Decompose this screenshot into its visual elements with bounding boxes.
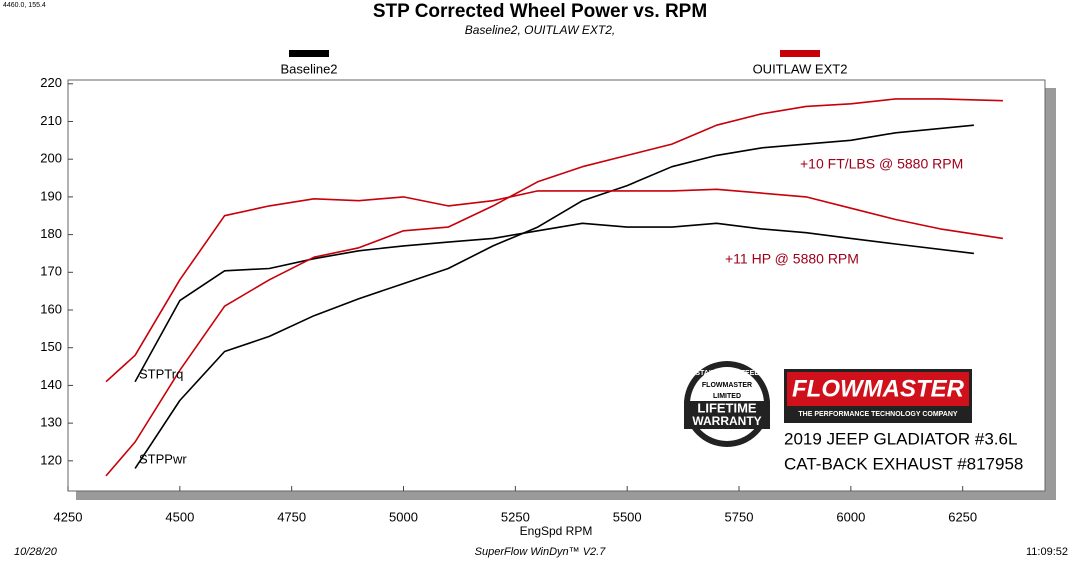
cursor-readout: 4460.0, 155.4 (3, 2, 46, 9)
annotation: +10 FT/LBS @ 5880 RPM (800, 156, 963, 172)
legend-label: Baseline2 (280, 61, 337, 76)
curve-label: STPTrq (139, 366, 183, 381)
x-axis-label: EngSpd RPM (520, 524, 593, 538)
x-tick-label: 5750 (725, 509, 754, 524)
legend-swatch (289, 50, 329, 57)
chart-title: STP Corrected Wheel Power vs. RPM (373, 1, 707, 22)
logo-red (787, 372, 969, 406)
series-line (134, 222, 974, 383)
footer-software: SuperFlow WinDyn™ V2.7 (475, 546, 607, 558)
x-tick-label: 4750 (277, 509, 306, 524)
badge-text: LIFETIME (697, 400, 757, 415)
badge-text: STAINLESS STEEL (695, 370, 759, 377)
x-tick-label: 6000 (836, 509, 865, 524)
legend-label: OUITLAW EXT2 (753, 61, 848, 76)
footer-time: 11:09:52 (1026, 546, 1068, 558)
vehicle-text: 2019 JEEP GLADIATOR #3.6L (784, 429, 1017, 448)
x-tick-label: 5250 (501, 509, 530, 524)
x-tick-label: 4500 (165, 509, 194, 524)
y-tick-label: 210 (40, 113, 62, 128)
x-tick-label: 5500 (613, 509, 642, 524)
y-tick-label: 220 (40, 75, 62, 90)
series-line (134, 124, 974, 469)
x-tick-label: 5000 (389, 509, 418, 524)
badge-text: FLOWMASTER (702, 382, 752, 389)
x-tick-label: 4250 (54, 509, 83, 524)
y-tick-label: 180 (40, 226, 62, 241)
legend-swatch (780, 50, 820, 57)
y-tick-label: 190 (40, 188, 62, 203)
y-tick-label: 150 (40, 339, 62, 354)
y-tick-label: 170 (40, 264, 62, 279)
vehicle-text: CAT-BACK EXHAUST #817958 (784, 454, 1023, 473)
series-line (105, 98, 1003, 477)
badge-text: LIMITED (713, 393, 741, 400)
y-tick-label: 120 (40, 452, 62, 467)
series-line (105, 188, 1004, 383)
badge: STAINLESS STEEL FLOWMASTER LIMITED LIFET… (684, 361, 770, 447)
chart-subtitle: Baseline2, OUITLAW EXT2, (465, 23, 616, 37)
curve-label: STPPwr (139, 451, 187, 466)
logo-brand: FLOWMASTER (792, 375, 965, 402)
badge-text: WARRANTY (692, 414, 761, 428)
y-tick-label: 140 (40, 377, 62, 392)
x-tick-label: 6250 (948, 509, 977, 524)
y-tick-label: 160 (40, 301, 62, 316)
badge-banner (684, 401, 770, 429)
footer-date: 10/28/20 (14, 546, 58, 558)
y-tick-label: 200 (40, 151, 62, 166)
y-tick-label: 130 (40, 415, 62, 430)
logo-tagline: THE PERFORMANCE TECHNOLOGY COMPANY (798, 411, 958, 418)
annotation: +11 HP @ 5880 RPM (725, 251, 859, 267)
